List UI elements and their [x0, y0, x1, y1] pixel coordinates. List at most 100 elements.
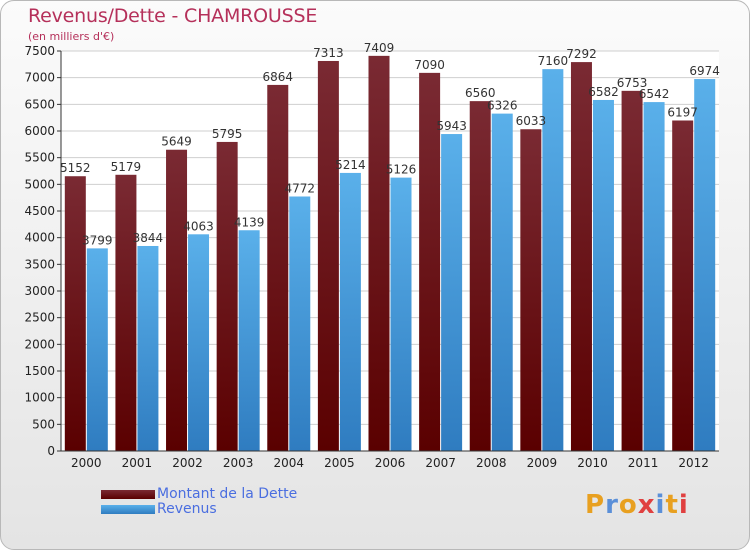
bar-revenus [441, 134, 463, 452]
y-tick-label: 5000 [24, 177, 55, 191]
bar-revenus [137, 245, 159, 451]
y-tick-label: 4500 [24, 204, 55, 218]
data-label-dette: 7292 [566, 47, 597, 61]
data-label-dette: 5649 [161, 135, 192, 149]
bar-revenus [390, 177, 412, 451]
bar-revenus [188, 234, 210, 451]
x-tick-label: 2003 [223, 456, 254, 470]
y-tick-label: 6500 [24, 97, 55, 111]
logo-letter: x [637, 490, 656, 520]
bar-dette [166, 149, 188, 451]
logo-letter: o [618, 490, 638, 520]
y-tick-label: 3500 [24, 257, 55, 271]
axes: 0 500 1000 1500 2000 2500 3000 3500 4000 4500 5000… [24, 44, 719, 470]
bar-dette [216, 141, 238, 451]
data-label-dette: 6033 [516, 114, 547, 128]
bar-revenus [238, 230, 260, 451]
data-label-revenus: 3799 [82, 233, 113, 247]
bar-revenus [694, 79, 716, 451]
y-tick-label: 500 [32, 417, 55, 431]
bar-revenus [491, 113, 513, 451]
data-label-dette: 7313 [313, 46, 344, 60]
y-tick-label: 0 [47, 444, 55, 458]
y-tick-label: 7000 [24, 71, 55, 85]
data-label-revenus: 7160 [538, 54, 569, 68]
data-label-revenus: 5943 [436, 119, 467, 133]
plot-background [61, 51, 719, 451]
data-label-revenus: 5214 [335, 158, 366, 172]
data-label-revenus: 4063 [183, 219, 214, 233]
data-label-dette: 6864 [262, 70, 293, 84]
x-tick-label: 2009 [527, 456, 558, 470]
y-tick-label: 1000 [24, 391, 55, 405]
logo-letter: t [665, 490, 679, 520]
x-tick-label: 2010 [577, 456, 608, 470]
bar-dette [317, 60, 339, 452]
bar-dette [115, 174, 137, 451]
data-label-revenus: 3844 [133, 231, 164, 245]
y-tick-label: 7500 [24, 44, 55, 58]
data-labels: 5152 3799 5179 3844 5649 4063 5795 4139 6864 4772… [60, 41, 720, 248]
y-tick-label: 2500 [24, 311, 55, 325]
y-tick-label: 3000 [24, 284, 55, 298]
bar-dette [469, 101, 491, 451]
bar-dette [672, 120, 694, 451]
data-label-dette: 6560 [465, 86, 496, 100]
data-label-revenus: 4139 [234, 215, 265, 229]
bar-dette [64, 176, 86, 451]
x-tick-label: 2012 [678, 456, 709, 470]
data-label-dette: 5179 [111, 160, 142, 174]
data-label-dette: 6197 [667, 105, 698, 119]
data-label-revenus: 6542 [639, 87, 670, 101]
chart-title: Revenus/Dette - CHAMROUSSE [28, 5, 318, 27]
proxiti-logo: Proxiti [585, 490, 689, 520]
data-label-dette: 7090 [414, 58, 445, 72]
bar-revenus [86, 248, 108, 451]
bars [64, 55, 716, 452]
data-label-dette: 5152 [60, 161, 91, 175]
data-label-dette: 5795 [212, 127, 243, 141]
bar-dette [621, 90, 643, 451]
y-tick-label: 5500 [24, 151, 55, 165]
data-label-dette: 6753 [617, 76, 648, 90]
legend-swatch-dette [101, 490, 155, 499]
legend-label-revenus: Revenus [157, 501, 217, 517]
legend-swatch-revenus [101, 505, 155, 514]
data-label-revenus: 6582 [588, 85, 619, 99]
bar-dette [368, 55, 390, 451]
data-label-dette: 7409 [364, 41, 395, 55]
legend-label-dette: Montant de la Dette [157, 486, 298, 502]
logo-letter: i [678, 490, 689, 520]
y-tick-label: 1500 [24, 364, 55, 378]
x-tick-label: 2002 [172, 456, 203, 470]
data-label-revenus: 4772 [284, 181, 315, 195]
logo-letter: i [655, 490, 666, 520]
data-label-revenus: 6326 [487, 99, 518, 113]
bar-revenus [339, 172, 361, 452]
bar-dette [570, 62, 592, 452]
y-tick-label: 4000 [24, 231, 55, 245]
x-tick-label: 2004 [273, 456, 304, 470]
plot-area [61, 51, 719, 451]
bar-revenus [643, 102, 665, 452]
x-tick-label: 2007 [425, 456, 456, 470]
x-tick-label: 2000 [71, 456, 102, 470]
bar-dette [267, 84, 289, 452]
logo-letter: r [605, 490, 619, 520]
bar-dette [419, 72, 441, 451]
logo-letter: P [585, 490, 606, 520]
x-tick-label: 2006 [375, 456, 406, 470]
data-label-revenus: 5126 [386, 163, 417, 177]
x-tick-label: 2001 [122, 456, 153, 470]
bar-revenus [592, 99, 614, 452]
y-tick-label: 6000 [24, 124, 55, 138]
bar-dette [520, 129, 542, 452]
x-tick-label: 2008 [476, 456, 507, 470]
bar-revenus [289, 196, 311, 451]
x-tick-label: 2005 [324, 456, 355, 470]
y-tick-label: 2000 [24, 337, 55, 351]
data-label-revenus: 6974 [689, 64, 720, 78]
x-tick-label: 2011 [628, 456, 659, 470]
